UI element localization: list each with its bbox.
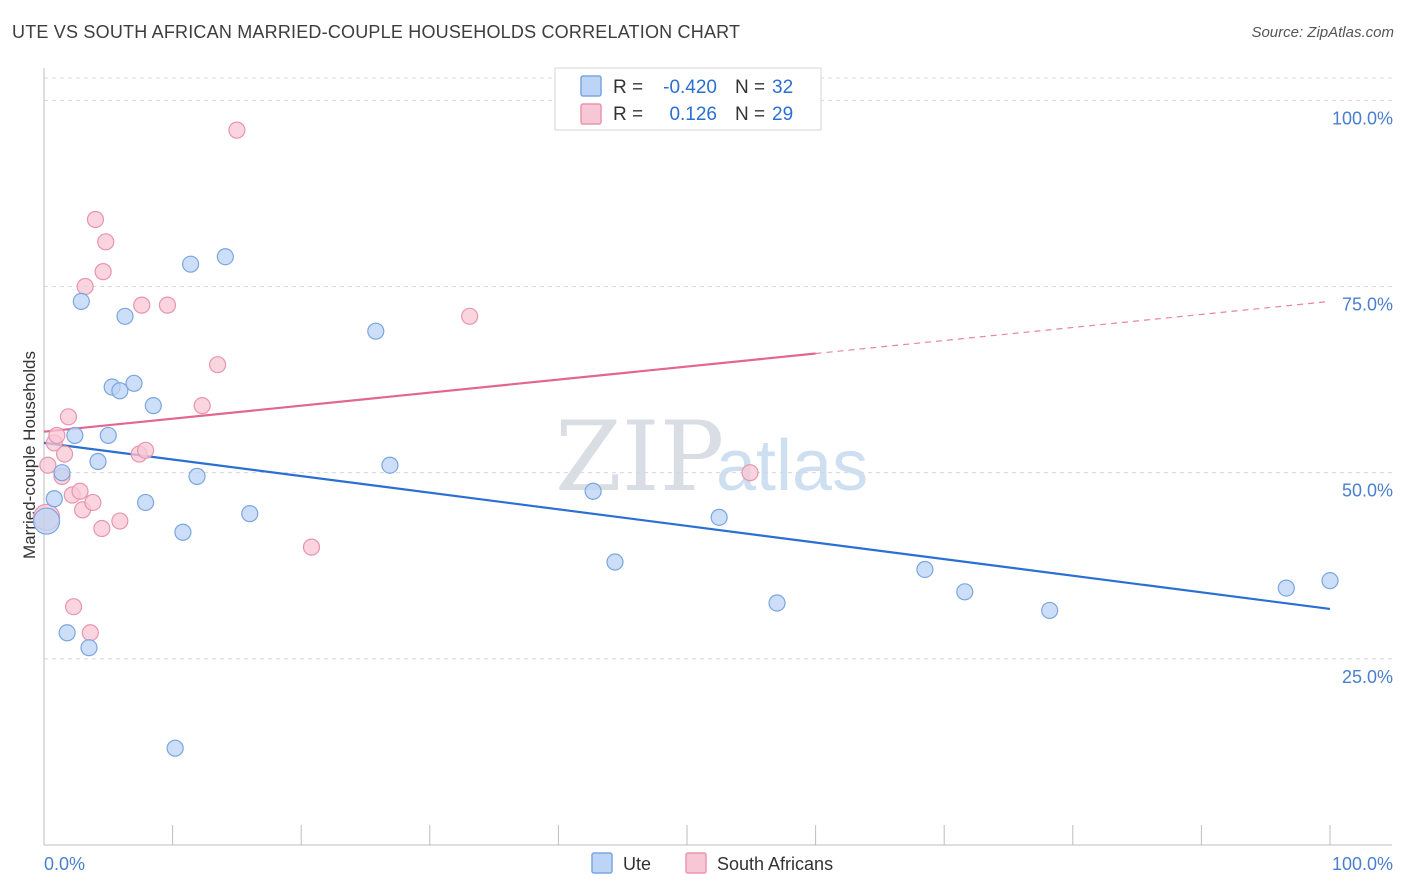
y-axis-label: Married-couple Households [20,351,39,559]
ute-point [58,624,76,642]
ute-point [89,452,107,471]
ute-point [182,255,200,273]
legend-n-label-ute: N = [735,77,765,98]
y-tick-label: 75.0% [1342,295,1393,315]
legend-r-value-sa: 0.126 [669,104,717,125]
ute-point [216,248,234,266]
south-africans-point [228,121,246,139]
ute-point [72,292,90,310]
trend-line-ute [43,441,1331,611]
south-africans-point [93,519,111,538]
ute-point [125,374,143,392]
ute-point [166,739,184,757]
south-africans-point [136,441,155,459]
south-africans-point [97,233,115,251]
legend-n-value-ute: 32 [772,77,793,98]
y-tick-label: 100.0% [1332,108,1393,128]
series-legend-label-ute: Ute [623,854,651,874]
series-legend: Ute South Africans [591,852,833,874]
south-africans-point [133,296,151,314]
ute-point [584,482,602,500]
south-africans-point [461,307,479,325]
south-africans-point [158,296,177,314]
ute-point [188,467,206,485]
south-africans-point [193,397,211,415]
south-africans-point [84,493,102,512]
south-africans-point [76,277,94,296]
south-africans-point [209,356,227,374]
ute-points [32,248,1339,757]
chart-title: UTE VS SOUTH AFRICAN MARRIED-COUPLE HOUS… [12,22,741,42]
correlation-legend: R = -0.420 N = 32 R = 0.126 N = 29 [554,67,822,131]
south-africans-point [59,408,78,426]
y-tick-label: 50.0% [1342,481,1393,501]
legend-r-label-sa: R = [613,104,643,125]
legend-n-label-sa: N = [735,104,765,125]
axes [43,68,1392,846]
ute-point [32,507,61,535]
south-africans-point [64,598,83,616]
trend-line-south-africans [43,352,816,433]
legend-n-value-sa: 29 [772,104,793,125]
south-africans-point [48,426,66,445]
ute-point [45,490,63,508]
ute-point [116,307,134,325]
ute-point [174,523,192,541]
ute-point [381,456,399,474]
south-africans-point [111,512,129,530]
series-legend-swatch-south-africans [685,852,707,874]
south-africans-point [94,263,112,281]
watermark-atlas: atlas [716,426,868,506]
ute-point [53,464,71,482]
ute-point [99,426,117,445]
legend-swatch-south-africans [580,103,602,125]
ute-point [144,397,162,415]
series-legend-label-south-africans: South Africans [717,854,833,874]
south-africans-point [86,210,105,229]
ute-point [241,505,259,523]
south-africans-point [81,624,99,642]
gridlines [44,77,1392,660]
south-africans-point [55,445,74,463]
ute-point [916,560,934,579]
ute-point [1277,579,1295,597]
ute-point [80,639,98,657]
ute-point [66,426,84,445]
ute-point [1321,572,1339,590]
legend-r-value-ute: -0.420 [663,77,717,98]
series-legend-swatch-ute [591,852,613,874]
y-tick-label: 25.0% [1342,667,1393,687]
south-africans-point [741,464,759,482]
ute-point [1041,601,1059,620]
trend-line-extension-south-africans [815,300,1331,355]
x-tick-label-end: 100.0% [1332,854,1393,874]
trend-lines [43,300,1331,611]
south-africans-point [71,482,89,500]
x-tick-label-start: 0.0% [44,854,85,874]
ute-point [768,594,786,612]
ute-point [710,508,728,526]
y-tick-labels: 25.0% 50.0% 75.0% 100.0% [1332,108,1393,686]
x-tick-labels: 0.0% 100.0% [44,854,1393,874]
ute-point [111,382,129,400]
ute-point [606,553,624,571]
legend-r-label-ute: R = [613,77,643,98]
watermark-zip: ZIP [555,401,724,513]
legend-swatch-ute [580,75,602,97]
ute-point [367,322,385,340]
ute-point [136,493,155,512]
south-africans-point [39,456,57,474]
ute-point [956,583,974,601]
source-note: Source: ZipAtlas.com [1251,24,1394,41]
south-africans-point [302,538,321,556]
